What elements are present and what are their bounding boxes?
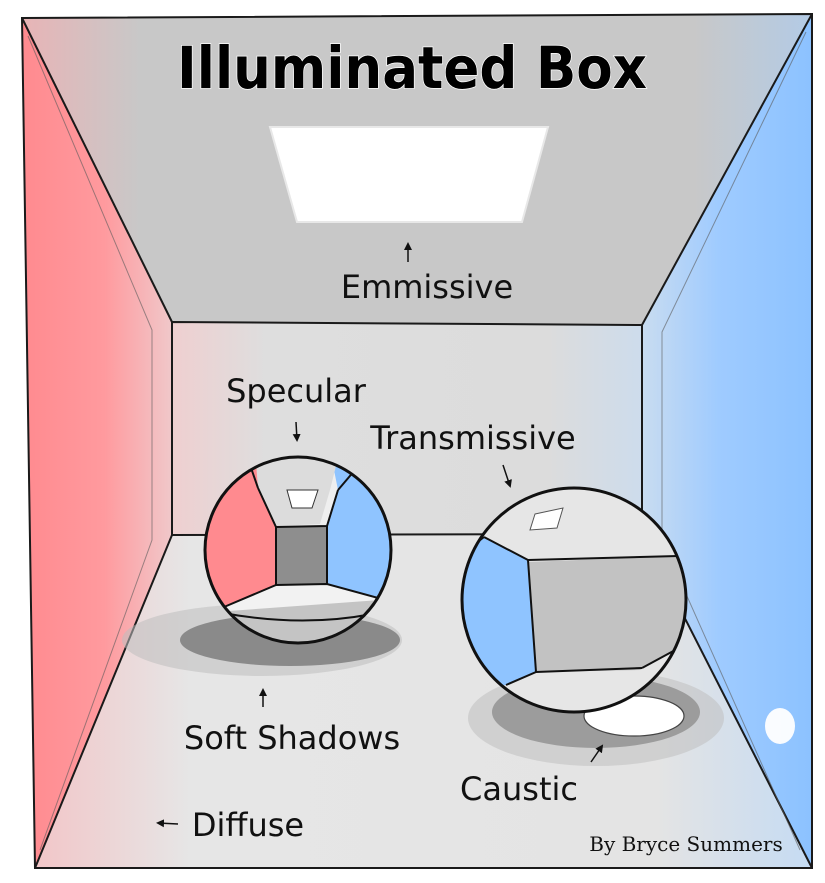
diffuse-label: Diffuse	[192, 806, 304, 844]
annotation-arrows	[156, 242, 604, 828]
transmissive-label: Transmissive	[369, 419, 575, 457]
caustic-label: Caustic	[460, 770, 578, 808]
left-wall	[22, 18, 172, 868]
caustic-arrow	[590, 744, 604, 763]
emissive-label: Emmissive	[341, 268, 513, 306]
wall-light-reflection	[765, 708, 795, 744]
emissive-light-panel	[268, 126, 550, 223]
diffuse-arrow	[156, 819, 179, 828]
transmissive-sphere	[460, 486, 688, 714]
page-title: Illuminated Box	[177, 34, 647, 102]
specular-arrow	[292, 421, 301, 442]
specular-label: Specular	[226, 372, 367, 410]
right-wall	[642, 14, 812, 868]
transmissive-arrow	[502, 464, 512, 488]
author-credit: By Bryce Summers	[589, 832, 782, 856]
soft-shadows-label: Soft Shadows	[184, 719, 400, 757]
